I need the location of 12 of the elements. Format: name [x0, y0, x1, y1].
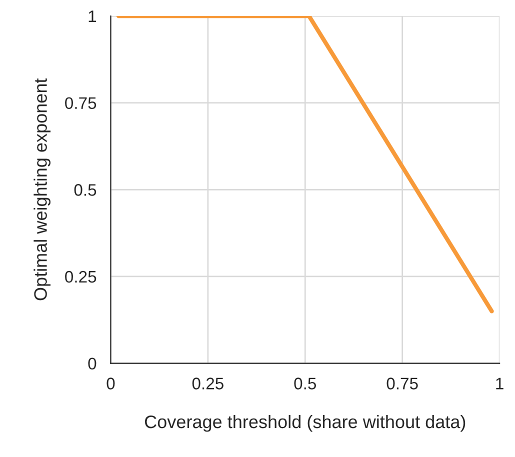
x-tick-label: 1	[496, 378, 504, 390]
x-tick-label: 0.5	[294, 378, 316, 390]
y-tick-label: 0.25	[65, 270, 96, 283]
x-axis-title: Coverage threshold (share without data)	[144, 414, 466, 432]
x-tick-label: 0	[106, 378, 115, 390]
y-axis-title: Optimal weighting exponent	[34, 78, 51, 300]
y-tick-label: 0.75	[65, 97, 96, 110]
y-tick-label: 0	[88, 358, 96, 370]
x-tick-label: 0.75	[386, 378, 418, 390]
y-tick-label: 0.5	[74, 184, 96, 196]
y-tick-label: 1	[88, 10, 96, 22]
x-tick-label: 0.25	[192, 378, 224, 390]
